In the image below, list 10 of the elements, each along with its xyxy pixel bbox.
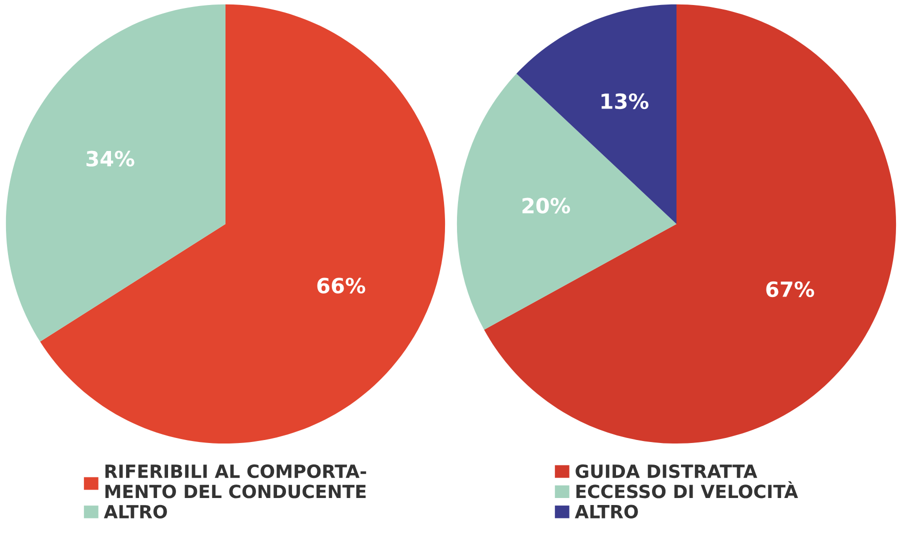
data-label: 20%: [522, 198, 570, 214]
data-label: 13%: [602, 93, 648, 110]
data-label: 67%: [766, 281, 814, 298]
legend-label: ALTRO: [104, 504, 167, 518]
data-label: 66%: [317, 278, 366, 294]
legend-label: ALTRO: [574, 504, 638, 518]
legend-label: RIFERIBILI AL COMPORTA- MENTO DEL CONDUCENTE: [105, 464, 366, 498]
legend-label: GUIDA DISTRATTA: [576, 464, 758, 478]
data-label: 34%: [86, 150, 134, 167]
legend-label: ECCESSO DI VELOCITÀ: [576, 481, 798, 498]
